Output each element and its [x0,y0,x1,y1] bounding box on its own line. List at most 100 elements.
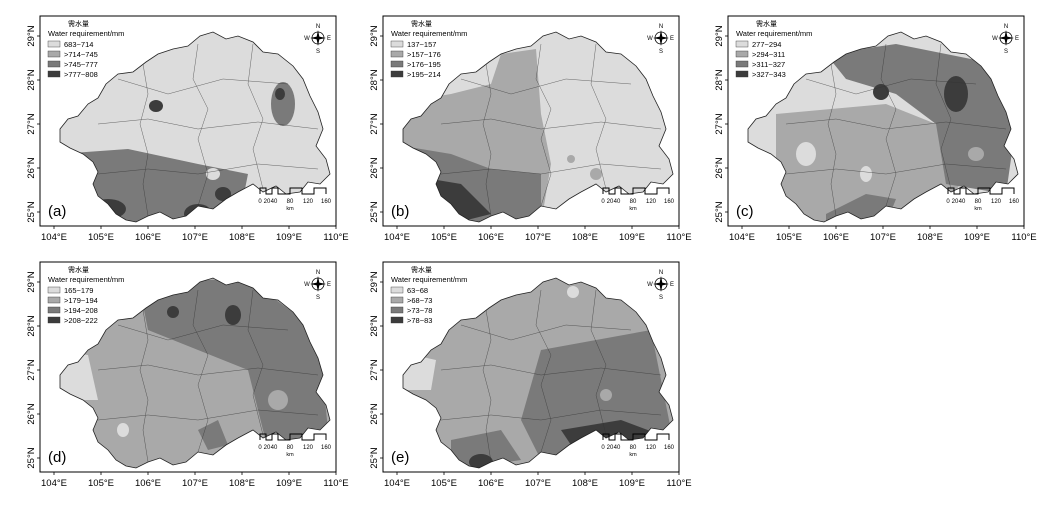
svg-text:80: 80 [630,199,637,205]
map-panel-a: 需水量 Water requirement/mm 683~714 >714~74… [26,15,349,243]
svg-text:0: 0 [258,445,262,451]
map-panel-d: 需水量 Water requirement/mm 165~179 >179~19… [26,261,349,489]
y-tick-label: 29°N [369,25,380,46]
y-tick-label: 26°N [369,403,380,424]
x-tick-label: 105°E [431,478,457,489]
legend-class-label: >179~194 [64,296,98,305]
svg-text:E: E [670,282,674,288]
y-tick-label: 27°N [26,113,37,134]
y-tick-label: 26°N [369,157,380,178]
svg-text:40: 40 [271,199,278,205]
y-tick-label: 28°N [26,69,37,90]
legend-title-en: Water requirement/mm [48,275,124,284]
requirement-zone-class-2 [271,82,295,126]
svg-text:160: 160 [664,445,675,451]
svg-text:160: 160 [1009,199,1020,205]
x-tick-label: 104°E [41,478,67,489]
y-tick-label: 28°N [714,69,725,90]
scale-bar: 0 20 40 80 120 160 km [601,187,675,212]
legend-title-cn: 需水量 [411,19,432,28]
legend: 需水量 Water requirement/mm 683~714 >714~74… [47,19,124,79]
requirement-zone-class-3 [873,84,889,100]
x-tick-label: 109°E [619,478,645,489]
requirement-zone-class-0 [133,114,163,130]
y-tick-label: 27°N [714,113,725,134]
x-tick-label: 110°E [1011,232,1036,243]
x-tick-label: 109°E [276,478,302,489]
svg-text:80: 80 [630,445,637,451]
svg-text:km: km [286,206,294,212]
y-tick-label: 26°N [714,157,725,178]
legend-swatch [735,40,749,48]
requirement-zone-class-1 [268,390,288,410]
legend-swatch [47,316,61,324]
x-axis: 104°E 105°E 106°E 107°E 108°E 109°E 110°E [384,472,692,489]
panel-label: (d) [48,449,66,466]
svg-text:km: km [974,206,982,212]
legend-class-label: >176~195 [407,60,441,69]
x-tick-label: 104°E [384,232,410,243]
requirement-zone-class-0 [63,119,103,149]
x-axis: 104°E 105°E 106°E 107°E 108°E 109°E 110°E [41,472,349,489]
svg-text:E: E [327,282,331,288]
svg-text:N: N [659,270,663,276]
y-tick-label: 29°N [714,25,725,46]
svg-text:S: S [659,295,663,301]
y-axis: 25°N 26°N 27°N 28°N 29°N [26,271,40,469]
requirement-zone-class-3 [167,306,179,318]
requirement-zone-class-3 [225,305,241,325]
x-tick-label: 109°E [276,232,302,243]
svg-text:N: N [659,24,663,30]
panel-label: (a) [48,203,66,220]
x-tick-label: 105°E [88,478,114,489]
x-tick-label: 107°E [182,232,208,243]
requirement-zone-class-1 [968,147,984,161]
x-tick-label: 107°E [870,232,896,243]
x-axis: 104°E 105°E 106°E 107°E 108°E 109°E 110°E [384,226,692,243]
legend-swatch [390,60,404,68]
requirement-zone-class-0 [860,166,872,182]
y-tick-label: 28°N [26,315,37,336]
svg-text:20: 20 [952,199,959,205]
y-tick-label: 25°N [26,447,37,468]
requirement-zone-class-0 [239,127,257,141]
y-tick-label: 25°N [369,201,380,222]
svg-text:km: km [629,452,637,458]
x-tick-label: 108°E [229,232,255,243]
legend-swatch [390,306,404,314]
svg-text:S: S [316,295,320,301]
legend-swatch [735,60,749,68]
y-tick-label: 25°N [714,201,725,222]
svg-text:40: 40 [271,445,278,451]
x-axis: 104°E 105°E 106°E 107°E 108°E 109°E 110°E [729,226,1037,243]
legend: 需水量 Water requirement/mm 165~179 >179~19… [47,265,124,325]
requirement-zone-class-3 [275,88,285,100]
svg-text:N: N [1004,24,1008,30]
requirement-zone-class-2 [826,44,1016,194]
legend-class-label: >714~745 [64,50,98,59]
legend-swatch [390,40,404,48]
compass-icon: N S W E [647,270,674,301]
svg-text:40: 40 [614,199,621,205]
map-panel-c: 需水量 Water requirement/mm 277~294 >294~31… [714,15,1037,243]
svg-text:20: 20 [607,199,614,205]
requirement-zone-class-0 [117,423,129,437]
legend-class-label: 137~157 [407,40,436,49]
map-panel-e: 需水量 Water requirement/mm 63~68 >68~73 >7… [369,261,692,489]
svg-text:80: 80 [287,199,294,205]
svg-text:E: E [670,36,674,42]
x-tick-label: 105°E [776,232,802,243]
svg-text:120: 120 [303,445,314,451]
panel-label: (c) [736,203,754,220]
svg-text:N: N [316,270,320,276]
panel-label: (e) [391,449,409,466]
legend-title-en: Water requirement/mm [391,29,467,38]
y-axis: 25°N 26°N 27°N 28°N 29°N [369,25,383,223]
x-tick-label: 109°E [964,232,990,243]
requirement-zone-class-0 [796,142,816,166]
legend-swatch [390,70,404,78]
svg-text:S: S [1004,49,1008,55]
svg-text:E: E [1015,36,1019,42]
legend-swatch [47,50,61,58]
y-axis: 25°N 26°N 27°N 28°N 29°N [26,25,40,223]
